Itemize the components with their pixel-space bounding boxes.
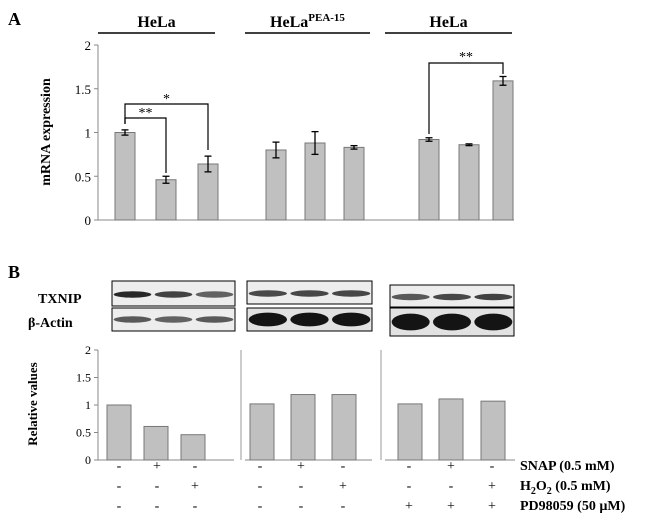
blot-band [195, 291, 234, 298]
y-tick-label-a: 1 [85, 126, 92, 141]
minus-sign: - [155, 499, 160, 514]
bar-b [180, 434, 206, 461]
y-tick-label-b: 2 [85, 343, 91, 357]
plus-sign: + [405, 499, 413, 514]
y-tick-label-a: 2 [85, 38, 92, 53]
y-tick-label-b: 1 [85, 398, 91, 412]
blot-band [113, 316, 152, 323]
significance-label: ** [139, 106, 153, 121]
blot-band [290, 312, 329, 327]
y-tick-label-b: 0.5 [76, 426, 91, 440]
bar-b [249, 403, 275, 461]
minus-sign: - [299, 479, 304, 494]
significance-bracket [428, 62, 504, 134]
bar-a [492, 80, 514, 221]
minus-sign: - [258, 479, 263, 494]
bar-a [155, 179, 177, 221]
minus-sign: - [407, 479, 412, 494]
treatment-label: PD98059 (50 µM) [520, 499, 626, 514]
y-axis-label-a: mRNA expression [39, 78, 54, 186]
bar-a [418, 139, 440, 221]
subscript: 2 [547, 486, 552, 497]
blot-band [248, 290, 287, 297]
blot-band [248, 312, 287, 327]
bar-b [143, 425, 169, 461]
bar-a [265, 149, 287, 221]
bar-a [343, 146, 365, 221]
y-tick-label-b: 1.5 [76, 371, 91, 385]
significance-label: ** [459, 50, 473, 65]
blot-band [113, 291, 152, 298]
treatment-label-part: O [536, 479, 547, 494]
minus-sign: - [258, 459, 263, 474]
blot-band [332, 290, 371, 297]
significance-bracket [124, 103, 209, 150]
plus-sign: + [447, 459, 455, 474]
blot-band [154, 316, 193, 323]
bar-a [458, 144, 480, 221]
minus-sign: - [258, 499, 263, 514]
y-tick-label-a: 0 [85, 213, 92, 228]
blot-label-actin: β-Actin [28, 316, 73, 331]
plus-sign: + [488, 499, 496, 514]
minus-sign: - [117, 459, 122, 474]
blot-band [154, 291, 193, 298]
panel-b-label: B [8, 262, 20, 282]
bar-b [480, 400, 506, 461]
minus-sign: - [449, 479, 454, 494]
treatment-label-part: H [520, 479, 531, 494]
plus-sign: + [488, 479, 496, 494]
minus-sign: - [117, 499, 122, 514]
minus-sign: - [155, 479, 160, 494]
blot-band [391, 313, 430, 331]
minus-sign: - [490, 459, 495, 474]
bar-a [114, 132, 136, 221]
plus-sign: + [297, 459, 305, 474]
blot-band [290, 290, 329, 297]
blot-band [195, 316, 234, 323]
group-title-main: HeLa [429, 14, 467, 31]
blot-band [391, 293, 430, 301]
bar-b [290, 394, 316, 461]
group-title-main: HeLa [270, 14, 308, 31]
bar-b [438, 398, 464, 461]
minus-sign: - [117, 479, 122, 494]
treatment-label-part: (0.5 mM) [552, 479, 611, 494]
blot-band [432, 293, 472, 301]
minus-sign: - [407, 459, 412, 474]
bar-b [106, 404, 132, 461]
blot-band [474, 293, 513, 301]
plus-sign: + [339, 479, 347, 494]
y-axis-label-b: Relative values [25, 362, 40, 445]
panel-a-label: A [8, 9, 21, 29]
minus-sign: - [341, 459, 346, 474]
bar-b [397, 403, 423, 461]
blot-band [332, 312, 371, 327]
plus-sign: + [191, 479, 199, 494]
group-title-1: HeLa [137, 14, 175, 31]
significance-label: * [163, 92, 170, 107]
minus-sign: - [299, 499, 304, 514]
bar-b [331, 394, 357, 461]
blot-label-txnip: TXNIP [38, 292, 82, 307]
plus-sign: + [447, 499, 455, 514]
subscript: 2 [531, 486, 536, 497]
group-title-2: HeLaPEA-15 [270, 12, 345, 31]
minus-sign: - [341, 499, 346, 514]
minus-sign: - [193, 499, 198, 514]
treatment-label: SNAP (0.5 mM) [520, 459, 615, 474]
group-title-3: HeLa [429, 14, 467, 31]
y-tick-label-b: 0 [85, 453, 91, 467]
treatment-label-h2o2: H2O2 (0.5 mM) [520, 479, 611, 497]
blot-band [474, 313, 513, 331]
group-title-superscript: PEA-15 [308, 12, 345, 24]
blot-band [432, 313, 472, 331]
y-tick-label-a: 0.5 [75, 169, 91, 184]
group-title-main: HeLa [137, 14, 175, 31]
y-tick-label-a: 1.5 [75, 82, 91, 97]
plus-sign: + [153, 459, 161, 474]
minus-sign: - [193, 459, 198, 474]
